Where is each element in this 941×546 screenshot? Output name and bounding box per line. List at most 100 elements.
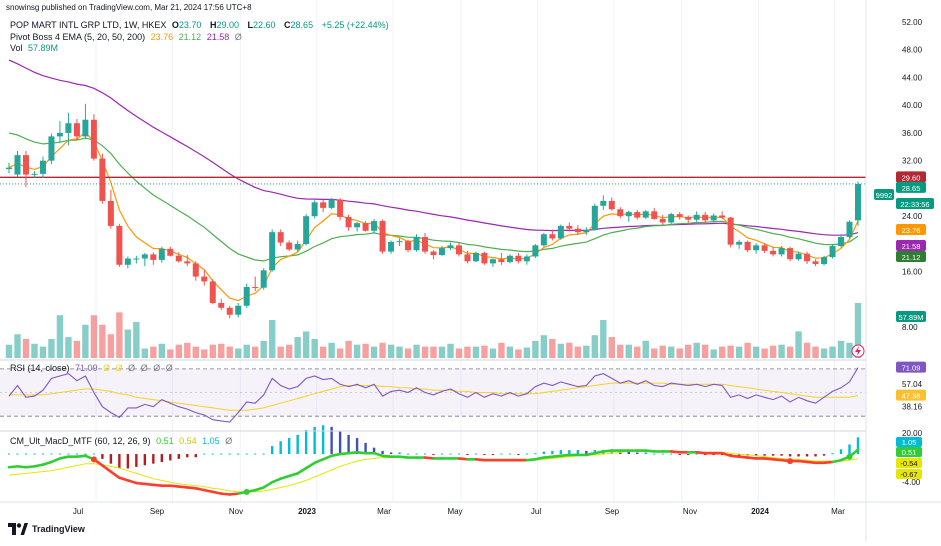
- macd-line-segment[interactable]: [474, 458, 486, 462]
- macd-hist-bar[interactable]: [754, 454, 758, 456]
- candle-body[interactable]: [167, 248, 174, 256]
- macd-hist-bar[interactable]: [8, 453, 10, 455]
- volume-bar[interactable]: [421, 346, 429, 358]
- candle-body[interactable]: [243, 286, 250, 306]
- candle-body[interactable]: [481, 252, 488, 264]
- candle-body[interactable]: [201, 276, 208, 282]
- candle-body[interactable]: [82, 119, 89, 137]
- candle-body[interactable]: [676, 214, 683, 217]
- macd-hist-bar[interactable]: [228, 453, 231, 455]
- macd-line-segment[interactable]: [381, 454, 393, 458]
- macd-hist-bar[interactable]: [220, 453, 223, 455]
- macd-hist-bar[interactable]: [177, 454, 180, 459]
- macd-hist-bar[interactable]: [585, 450, 588, 455]
- tradingview-logo[interactable]: TradingView: [8, 523, 85, 535]
- candle-body[interactable]: [591, 205, 598, 231]
- volume-bar[interactable]: [39, 346, 47, 358]
- macd-hist-bar[interactable]: [372, 447, 376, 455]
- candle-body[interactable]: [685, 216, 692, 220]
- volume-legend[interactable]: Vol 57.89M: [10, 43, 61, 53]
- macd-hist-bar[interactable]: [848, 444, 851, 455]
- candle-body[interactable]: [532, 245, 539, 257]
- macd-line-segment[interactable]: [177, 485, 189, 489]
- macd-line-segment[interactable]: [135, 481, 147, 486]
- volume-bar[interactable]: [557, 343, 565, 358]
- macd-hist-bar[interactable]: [330, 426, 333, 455]
- macd-hist-bar[interactable]: [389, 452, 393, 455]
- lightning-icon[interactable]: [851, 344, 865, 358]
- candle-body[interactable]: [422, 237, 429, 252]
- candle-body[interactable]: [464, 254, 471, 262]
- candle-body[interactable]: [838, 237, 845, 247]
- volume-bar[interactable]: [566, 342, 573, 358]
- volume-bar[interactable]: [515, 349, 522, 358]
- macd-line-segment[interactable]: [338, 451, 350, 456]
- candle-body[interactable]: [56, 132, 63, 137]
- candle-body[interactable]: [829, 246, 836, 258]
- volume-bar[interactable]: [311, 339, 318, 358]
- volume-bar[interactable]: [167, 349, 174, 358]
- volume-bar[interactable]: [218, 343, 225, 358]
- volume-bar[interactable]: [693, 342, 700, 358]
- candle-body[interactable]: [396, 241, 403, 243]
- candle-body[interactable]: [438, 248, 445, 256]
- macd-line-segment[interactable]: [831, 458, 843, 464]
- volume-bar[interactable]: [786, 346, 794, 358]
- volume-bar[interactable]: [625, 344, 632, 358]
- volume-bar[interactable]: [48, 339, 55, 358]
- volume-bar[interactable]: [549, 339, 556, 358]
- macd-hist-bar[interactable]: [432, 454, 435, 456]
- macd-line-segment[interactable]: [763, 457, 775, 461]
- volume-bar[interactable]: [404, 348, 412, 359]
- macd-line-segment[interactable]: [58, 455, 70, 460]
- volume-bar[interactable]: [617, 344, 624, 358]
- volume-bar[interactable]: [795, 331, 802, 358]
- candle-body[interactable]: [795, 253, 802, 260]
- macd-line-segment[interactable]: [16, 465, 28, 469]
- macd-line-segment[interactable]: [797, 459, 809, 464]
- volume-bar[interactable]: [523, 347, 531, 358]
- candle-body[interactable]: [158, 248, 165, 260]
- volume-bar[interactable]: [642, 340, 649, 358]
- macd-line-segment[interactable]: [644, 449, 656, 453]
- macd-hist-bar[interactable]: [822, 454, 826, 456]
- candle-body[interactable]: [6, 167, 12, 170]
- macd-line-segment[interactable]: [75, 454, 87, 458]
- candle-body[interactable]: [659, 218, 666, 223]
- volume-bar[interactable]: [345, 340, 352, 358]
- macd-hist-bar[interactable]: [237, 453, 240, 455]
- volume-bar[interactable]: [99, 324, 106, 358]
- macd-hist-bar[interactable]: [50, 453, 53, 455]
- macd-line-segment[interactable]: [101, 464, 113, 473]
- macd-hist-bar[interactable]: [296, 434, 299, 455]
- candle-body[interactable]: [574, 228, 581, 233]
- volume-bar[interactable]: [285, 344, 293, 358]
- volume-bar[interactable]: [56, 315, 64, 358]
- macd-hist-bar[interactable]: [321, 425, 325, 455]
- candle-body[interactable]: [642, 211, 649, 218]
- candle-body[interactable]: [226, 307, 233, 315]
- volume-bar[interactable]: [209, 344, 216, 358]
- candle-body[interactable]: [337, 199, 344, 217]
- macd-line-segment[interactable]: [593, 450, 605, 455]
- volume-bar[interactable]: [243, 344, 250, 358]
- candle-body[interactable]: [107, 200, 114, 226]
- volume-bar[interactable]: [464, 346, 471, 358]
- candle-body[interactable]: [252, 286, 259, 288]
- volume-bar[interactable]: [455, 348, 463, 359]
- macd-line-segment[interactable]: [313, 458, 325, 465]
- ema50-line[interactable]: [8, 59, 859, 236]
- macd-hist-bar[interactable]: [474, 453, 477, 455]
- volume-bar[interactable]: [718, 346, 726, 358]
- price-pane[interactable]: [0, 59, 866, 359]
- candle-body[interactable]: [583, 230, 590, 233]
- candle-body[interactable]: [540, 234, 547, 246]
- volume-bar[interactable]: [294, 337, 301, 358]
- macd-line-segment[interactable]: [525, 458, 537, 462]
- candle-body[interactable]: [31, 173, 38, 175]
- candle-body[interactable]: [778, 248, 785, 255]
- macd-line-segment[interactable]: [601, 449, 614, 453]
- candle-body[interactable]: [489, 259, 496, 264]
- candle-body[interactable]: [549, 234, 556, 239]
- volume-bar[interactable]: [235, 348, 242, 359]
